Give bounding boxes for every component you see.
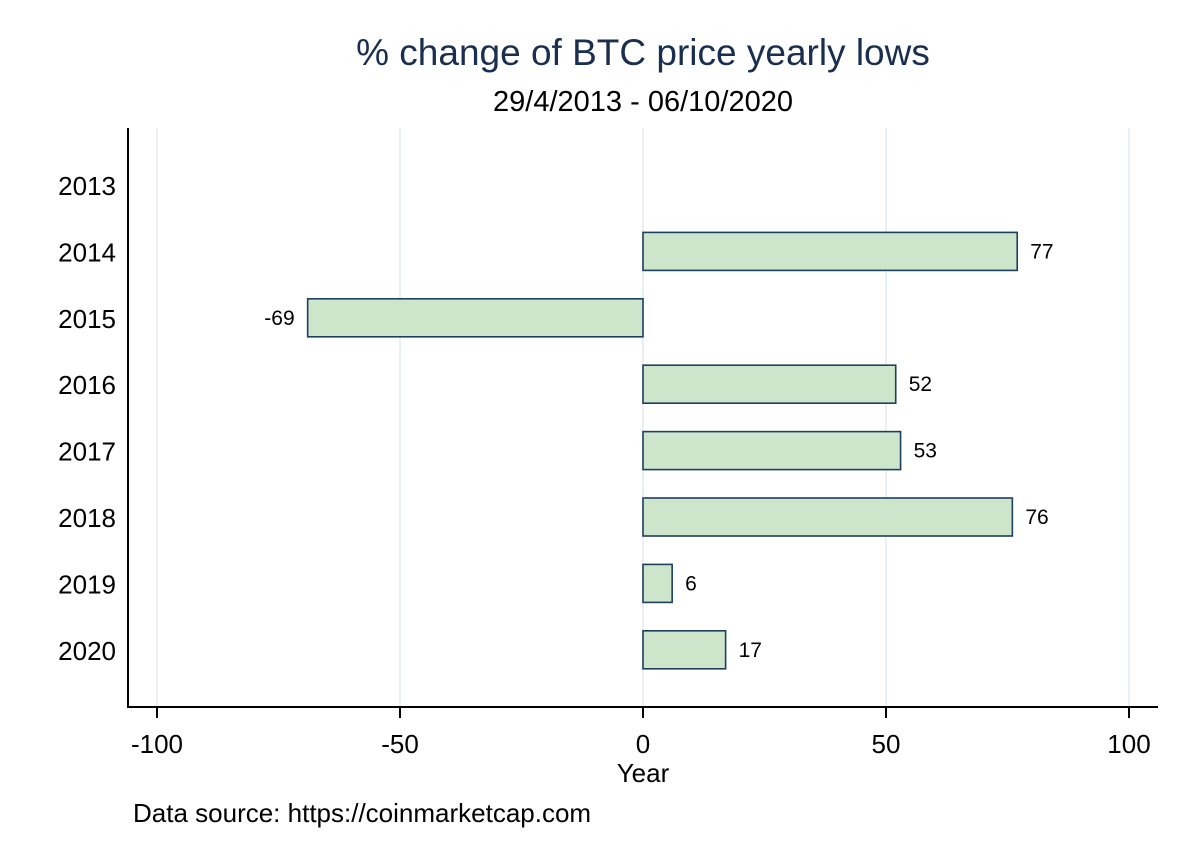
x-axis-title: Year (617, 758, 670, 788)
y-tick-label-2017: 2017 (58, 437, 116, 467)
chart-note: Data source: https://coinmarketcap.com (133, 798, 592, 828)
data-label-2020: 17 (739, 639, 762, 662)
data-label-2019: 6 (685, 572, 697, 595)
x-tick-label-1: -50 (381, 729, 419, 759)
bar-2014 (642, 231, 1019, 272)
chart-subtitle: 29/4/2013 - 06/10/2020 (493, 86, 793, 118)
y-tick-label-2015: 2015 (58, 304, 116, 334)
y-tick-label-2019: 2019 (58, 569, 116, 599)
x-tick-label-3: 50 (872, 729, 901, 759)
y-tick-label-2013: 2013 (58, 171, 116, 201)
x-tick-label-2: 0 (636, 729, 650, 759)
bars (306, 231, 1019, 670)
data-label-2014: 77 (1030, 240, 1053, 263)
y-tick-label-2020: 2020 (58, 636, 116, 666)
bar-2016 (642, 364, 897, 405)
y-tick-label-2018: 2018 (58, 503, 116, 533)
data-label-2018: 76 (1025, 506, 1048, 529)
bar-2018 (642, 497, 1014, 537)
chart-title: % change of BTC price yearly lows (356, 32, 930, 73)
data-label-2016: 52 (909, 373, 932, 396)
bar-2020 (642, 629, 727, 670)
x-tick-label-4: 100 (1107, 729, 1150, 759)
bar-2019 (642, 563, 673, 604)
y-tick-label-2016: 2016 (58, 370, 116, 400)
bar-2017 (642, 430, 902, 471)
y-tick-label-2014: 2014 (58, 237, 116, 267)
data-label-2017: 53 (914, 440, 937, 463)
data-labels: 77 -69 52 53 76 6 17 (264, 240, 1053, 661)
grid-lines (156, 128, 1130, 707)
axes: 2013 2014 2015 2016 2017 2018 2019 2020 -100 -50 0… (58, 128, 1158, 788)
bar-2015 (306, 297, 644, 338)
x-tick-label-0: -100 (131, 729, 183, 759)
data-label-2015: -69 (264, 307, 294, 330)
